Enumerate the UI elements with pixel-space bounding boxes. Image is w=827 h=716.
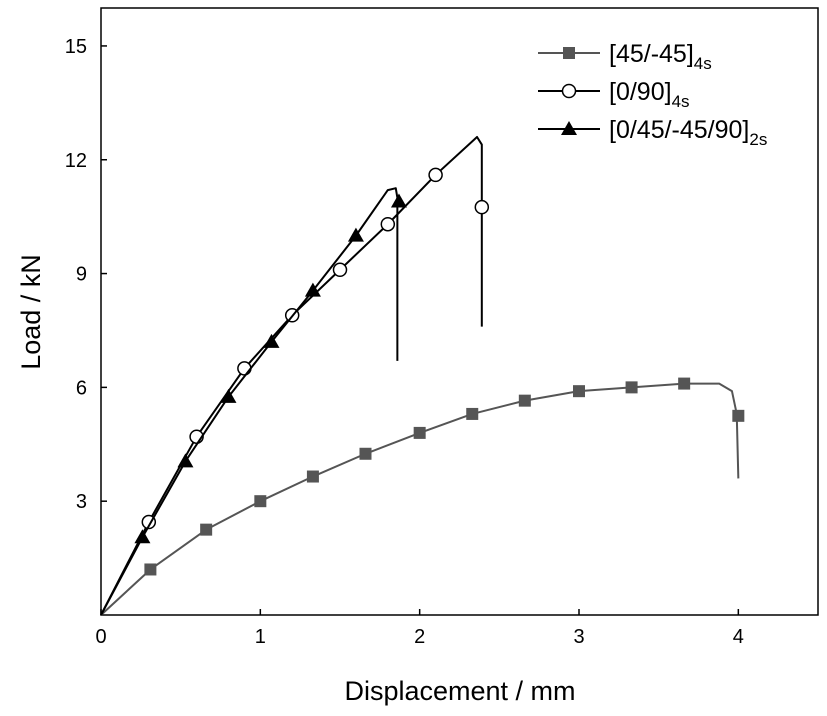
data-point-triangle bbox=[561, 121, 577, 135]
data-point-circle bbox=[332, 262, 348, 278]
x-tick-label: 0 bbox=[95, 626, 106, 648]
data-point-square bbox=[678, 377, 691, 390]
legend-entry: [0/45/-45/90]2s bbox=[538, 116, 767, 149]
data-point-square bbox=[625, 381, 638, 394]
x-axis-label: Displacement / mm bbox=[344, 676, 575, 706]
data-point-square bbox=[518, 394, 531, 407]
x-tick-label: 2 bbox=[414, 626, 425, 648]
data-point-square bbox=[573, 385, 585, 398]
data-point-triangle bbox=[347, 227, 364, 242]
y-tick-label: 12 bbox=[65, 150, 87, 172]
data-point-square bbox=[200, 523, 213, 536]
data-point-square bbox=[306, 470, 319, 483]
y-tick-label: 6 bbox=[76, 377, 87, 399]
series-0 bbox=[100, 377, 745, 616]
series-line bbox=[100, 187, 399, 616]
plot-frame bbox=[100, 7, 819, 616]
series-1 bbox=[100, 135, 490, 616]
data-point-square bbox=[563, 47, 575, 59]
data-point-square bbox=[732, 409, 745, 422]
data-point-circle bbox=[561, 83, 577, 99]
series-line bbox=[100, 135, 483, 616]
data-point-triangle bbox=[177, 453, 194, 468]
data-point-triangle bbox=[390, 193, 407, 208]
series-line bbox=[100, 382, 740, 616]
legend-label: [45/-45]4s bbox=[609, 40, 712, 73]
data-point-triangle bbox=[263, 333, 280, 348]
data-point-triangle bbox=[134, 529, 151, 544]
data-point-square bbox=[413, 426, 426, 439]
legend-entry: [45/-45]4s bbox=[538, 40, 712, 73]
series-2 bbox=[100, 187, 407, 616]
legend-entry: [0/90]4s bbox=[538, 78, 690, 111]
data-point-triangle bbox=[304, 282, 321, 297]
y-tick-label: 15 bbox=[65, 36, 87, 58]
data-point-square bbox=[144, 563, 157, 576]
y-axis-label: Load / kN bbox=[16, 254, 46, 370]
x-tick-label: 4 bbox=[733, 626, 744, 648]
x-tick-label: 3 bbox=[573, 626, 584, 648]
data-point-square bbox=[254, 495, 267, 508]
legend-label: [0/45/-45/90]2s bbox=[609, 116, 767, 149]
data-point-circle bbox=[428, 167, 443, 183]
legend-label: [0/90]4s bbox=[609, 78, 690, 111]
data-point-circle bbox=[380, 216, 396, 232]
data-point-square bbox=[466, 407, 479, 420]
data-point-circle bbox=[237, 361, 252, 376]
x-tick-label: 1 bbox=[255, 626, 266, 648]
y-tick-label: 9 bbox=[76, 264, 87, 286]
data-point-square bbox=[359, 447, 372, 460]
y-tick-label: 3 bbox=[76, 491, 87, 513]
data-point-triangle bbox=[220, 388, 237, 403]
data-point-circle bbox=[474, 199, 490, 215]
